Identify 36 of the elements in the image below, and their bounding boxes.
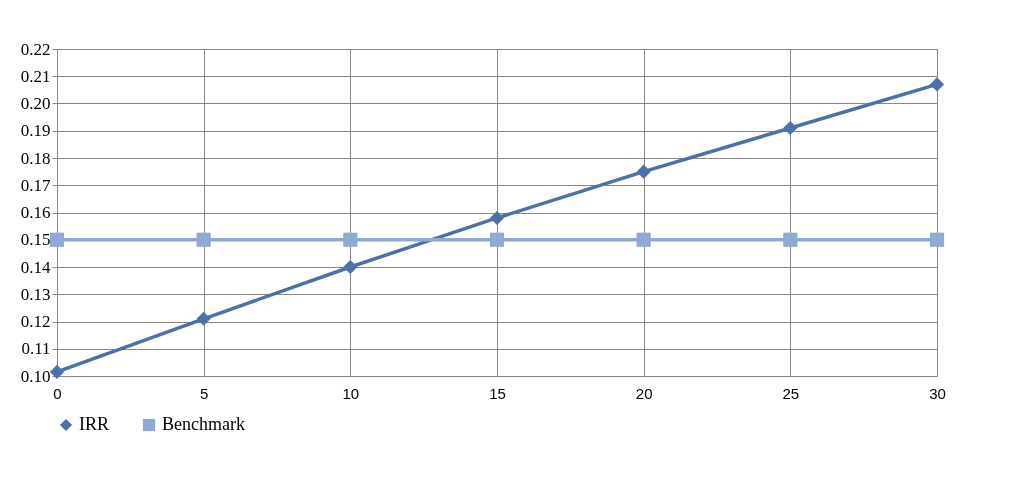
y-tick-label: 0.17 <box>20 175 51 195</box>
y-tick-label: 0.10 <box>20 366 51 386</box>
point <box>489 232 505 247</box>
point <box>783 232 798 247</box>
point <box>929 77 945 92</box>
y-tick-label: 0.18 <box>20 148 51 168</box>
x-tick-label: 25 <box>782 384 800 402</box>
y-tick-label: 0.11 <box>21 339 51 359</box>
x-tick-label: 30 <box>929 384 946 402</box>
point <box>49 364 65 379</box>
point <box>489 210 505 226</box>
point <box>636 164 651 179</box>
point <box>929 232 945 247</box>
y-tick-label: 0.12 <box>20 312 51 331</box>
point <box>343 232 358 247</box>
x-tick-label: 5 <box>199 384 209 402</box>
point <box>636 232 651 247</box>
y-tick-label: 0.22 <box>20 39 51 59</box>
x-tick-label: 20 <box>635 384 653 402</box>
point <box>196 232 211 247</box>
x-tick-label: 0 <box>53 384 62 402</box>
x-tick-label: 10 <box>342 384 360 402</box>
y-tick-label: 0.19 <box>20 121 51 141</box>
point <box>343 259 358 275</box>
y-tick-label: 0.13 <box>20 284 51 304</box>
y-tick-label: 0.16 <box>20 203 51 222</box>
point <box>783 120 798 136</box>
y-tick-label: 0.21 <box>20 66 51 86</box>
y-tick-label: 0.20 <box>20 94 51 113</box>
legend-label: IRR <box>79 414 110 434</box>
x-tick-label: 15 <box>489 384 506 402</box>
y-tick-label: 0.15 <box>20 230 51 250</box>
legend-label: Benchmark <box>162 414 245 434</box>
y-tick-label: 0.14 <box>20 257 51 277</box>
point <box>196 311 211 326</box>
point <box>49 232 65 247</box>
